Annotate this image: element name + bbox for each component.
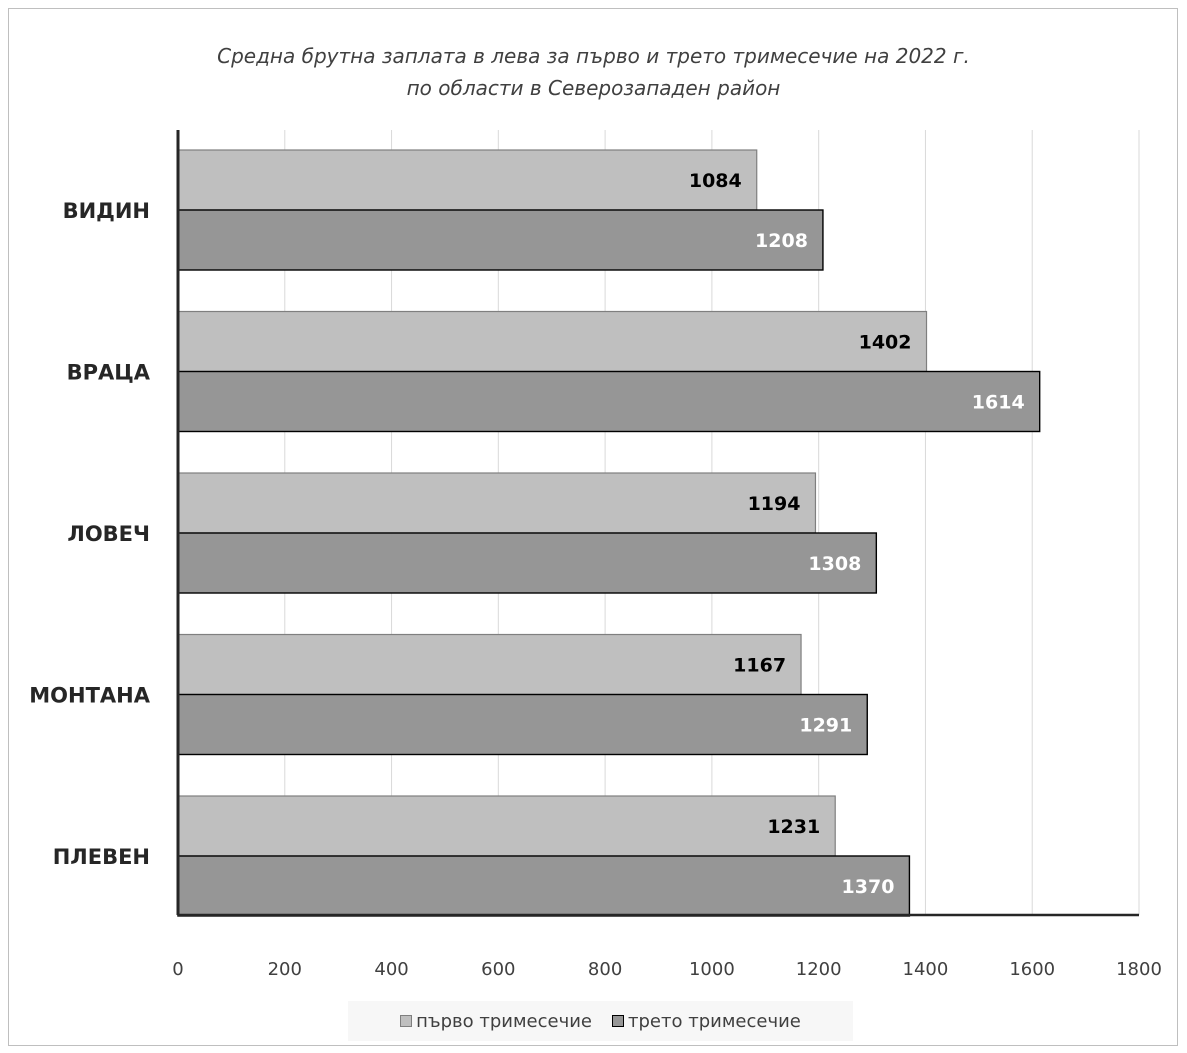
x-tick-label-0: 0 (172, 959, 183, 980)
bar-series-2-1 (177, 209, 824, 271)
bar-series-2-2 (177, 370, 1041, 433)
legend: първо тримесечие трето тримесечие (348, 1001, 853, 1041)
x-tick-label-1200: 1200 (796, 959, 842, 980)
data-label-series-1-3: 1194 (748, 493, 801, 515)
legend-item-third-quarter: трето тримесечие (612, 1011, 801, 1032)
bar-series-2-4 (177, 693, 868, 756)
x-tick-label-1800: 1800 (1116, 959, 1162, 980)
x-tick-label-1600: 1600 (1009, 959, 1055, 980)
x-tick-label-800: 800 (588, 959, 622, 980)
data-labels: 1084 1208 1402 1614 1194 1308 1167 1291 1231 1370 (689, 170, 1025, 898)
chart-title-line-1: Средна брутна заплата в лева за първо и … (217, 44, 970, 68)
bar-series-2-5 (177, 855, 911, 917)
category-label-1: ВИДИН (63, 199, 150, 223)
category-label-4: МОНТАНА (29, 684, 150, 708)
bar-series-1-5 (177, 795, 836, 857)
data-label-series-1-1: 1084 (689, 170, 742, 192)
bar-series-1-4 (177, 633, 802, 696)
chart-title-line-2: по области в Северозападен район (406, 76, 781, 100)
data-label-series-2-5: 1370 (842, 876, 895, 898)
legend-swatch-first-quarter (400, 1015, 413, 1027)
x-tick-label-200: 200 (268, 959, 302, 980)
legend-item-first-quarter: първо тримесечие (400, 1011, 592, 1032)
data-label-series-2-4: 1291 (799, 715, 852, 737)
legend-label-third-quarter: трето тримесечие (628, 1010, 801, 1032)
legend-label-first-quarter: първо тримесечие (416, 1010, 593, 1032)
data-label-series-1-2: 1402 (859, 332, 912, 354)
x-tick-label-1000: 1000 (689, 959, 735, 980)
category-label-2: ВРАЦА (67, 361, 151, 385)
bar-series-1-3 (177, 472, 817, 534)
bar-series-2-3 (177, 532, 878, 594)
data-label-series-1-4: 1167 (733, 655, 786, 677)
data-label-series-2-1: 1208 (755, 230, 808, 252)
x-tick-label-1400: 1400 (903, 959, 949, 980)
bars (177, 149, 1041, 917)
data-label-series-2-3: 1308 (808, 553, 861, 575)
category-label-3: ЛОВЕЧ (67, 522, 150, 546)
x-tick-label-600: 600 (481, 959, 515, 980)
x-tick-label-400: 400 (374, 959, 408, 980)
legend-swatch-third-quarter (612, 1015, 625, 1027)
data-label-series-2-2: 1614 (972, 392, 1025, 414)
data-label-series-1-5: 1231 (767, 816, 820, 838)
axes: 0 200 400 600 800 1000 1200 1400 1600 1800 ВИДИН ВР… (29, 130, 1162, 980)
bar-series-1-2 (177, 310, 928, 373)
category-label-5: ПЛЕВЕН (53, 845, 150, 869)
chart-title: Средна брутна заплата в лева за първо и … (0, 40, 1187, 104)
bar-series-1-1 (177, 149, 758, 211)
